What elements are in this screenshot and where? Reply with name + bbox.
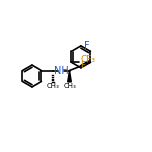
Text: CF₃: CF₃ — [81, 55, 96, 64]
Text: NH: NH — [54, 66, 69, 76]
Text: F: F — [81, 60, 86, 70]
Polygon shape — [68, 71, 71, 82]
Text: CH₃: CH₃ — [46, 83, 59, 89]
Text: F: F — [84, 41, 90, 51]
Text: CH₃: CH₃ — [63, 83, 76, 89]
